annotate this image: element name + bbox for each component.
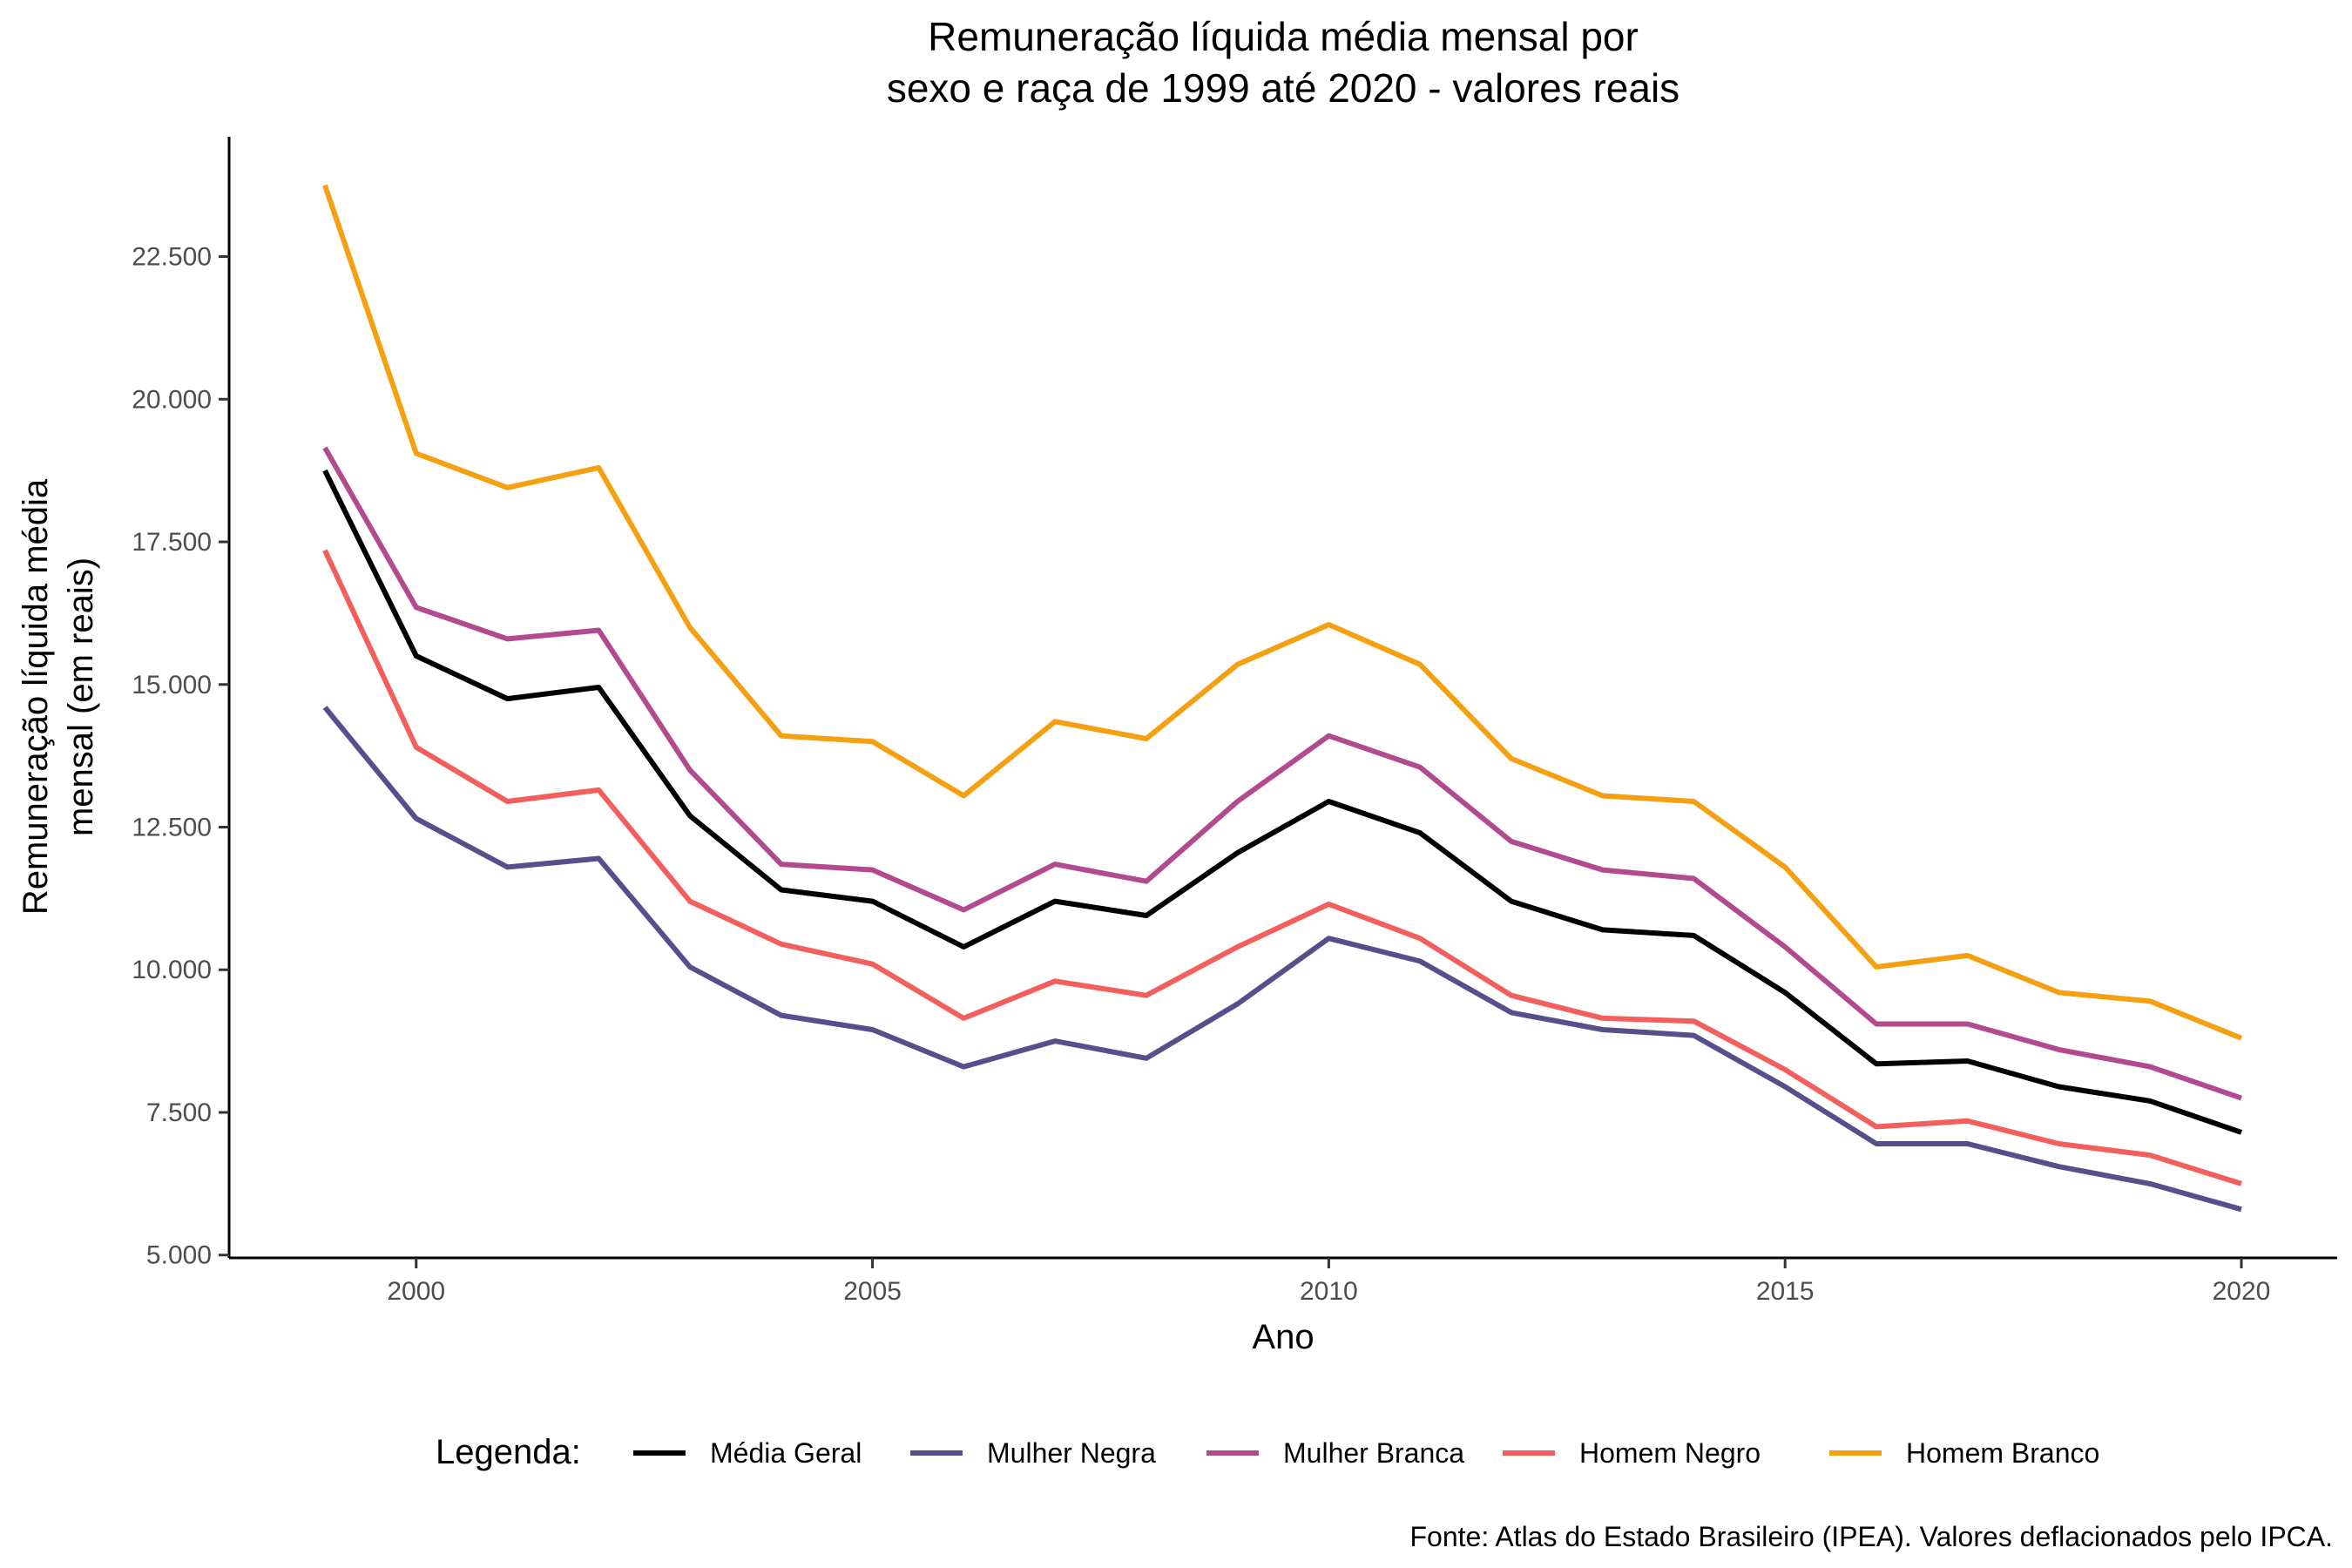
series-line-homem-negro (322, 549, 2242, 1186)
series-line-mulher-branca (322, 446, 2242, 1101)
legend-items: Média Geral Mulher Negra Mulher Branca Home… (633, 1437, 2099, 1469)
y-axis-title-line-2: mensal (em reais) (62, 558, 100, 836)
y-tick-label: 12.500 (132, 814, 212, 842)
x-tick-label: 2010 (1300, 1277, 1358, 1306)
x-axis-title: Ano (1252, 1318, 1314, 1356)
y-tick-label: 10.000 (132, 956, 212, 984)
x-axis-ticks: 2000 2005 2010 2015 2020 (387, 1258, 2270, 1306)
series-lines (322, 184, 2243, 1213)
x-tick-label: 2005 (843, 1277, 902, 1306)
y-tick-label: 17.500 (132, 528, 212, 557)
series-line-homem-branco (322, 184, 2243, 1041)
chart-title-line-1: Remuneração líquida média mensal por (928, 14, 1639, 59)
y-axis-title-line-1: Remuneração líquida média (17, 478, 55, 915)
series-line-mulher-negra (322, 706, 2242, 1213)
legend-label-mulher-negra: Mulher Negra (987, 1437, 1156, 1469)
chart-caption: Fonte: Atlas do Estado Brasileiro (IPEA)… (1409, 1521, 2333, 1552)
y-tick-label: 20.000 (132, 385, 212, 414)
legend-label-homem-branco: Homem Branco (1906, 1437, 2099, 1469)
y-axis-ticks: 5.000 7.500 10.000 12.500 15.000 17.500 20.000… (132, 243, 229, 1270)
x-tick-label: 2015 (1756, 1277, 1815, 1306)
x-tick-label: 2020 (2213, 1277, 2271, 1306)
legend-label-media-geral: Média Geral (710, 1437, 862, 1469)
series-line-media-geral (322, 469, 2242, 1135)
y-tick-label: 7.500 (146, 1098, 212, 1127)
y-tick-label: 22.500 (132, 243, 212, 272)
legend-label-homem-negro: Homem Negro (1579, 1437, 1761, 1469)
legend-label-mulher-branca: Mulher Branca (1283, 1437, 1464, 1469)
legend-title: Legenda: (436, 1433, 581, 1471)
legend: Legenda: Média Geral Mulher Negra Mulher B… (436, 1433, 2099, 1471)
y-tick-label: 15.000 (132, 671, 212, 700)
y-tick-label: 5.000 (146, 1241, 212, 1270)
chart-title-line-2: sexo e raça de 1999 até 2020 - valores r… (887, 65, 1680, 111)
x-tick-label: 2000 (387, 1277, 445, 1306)
